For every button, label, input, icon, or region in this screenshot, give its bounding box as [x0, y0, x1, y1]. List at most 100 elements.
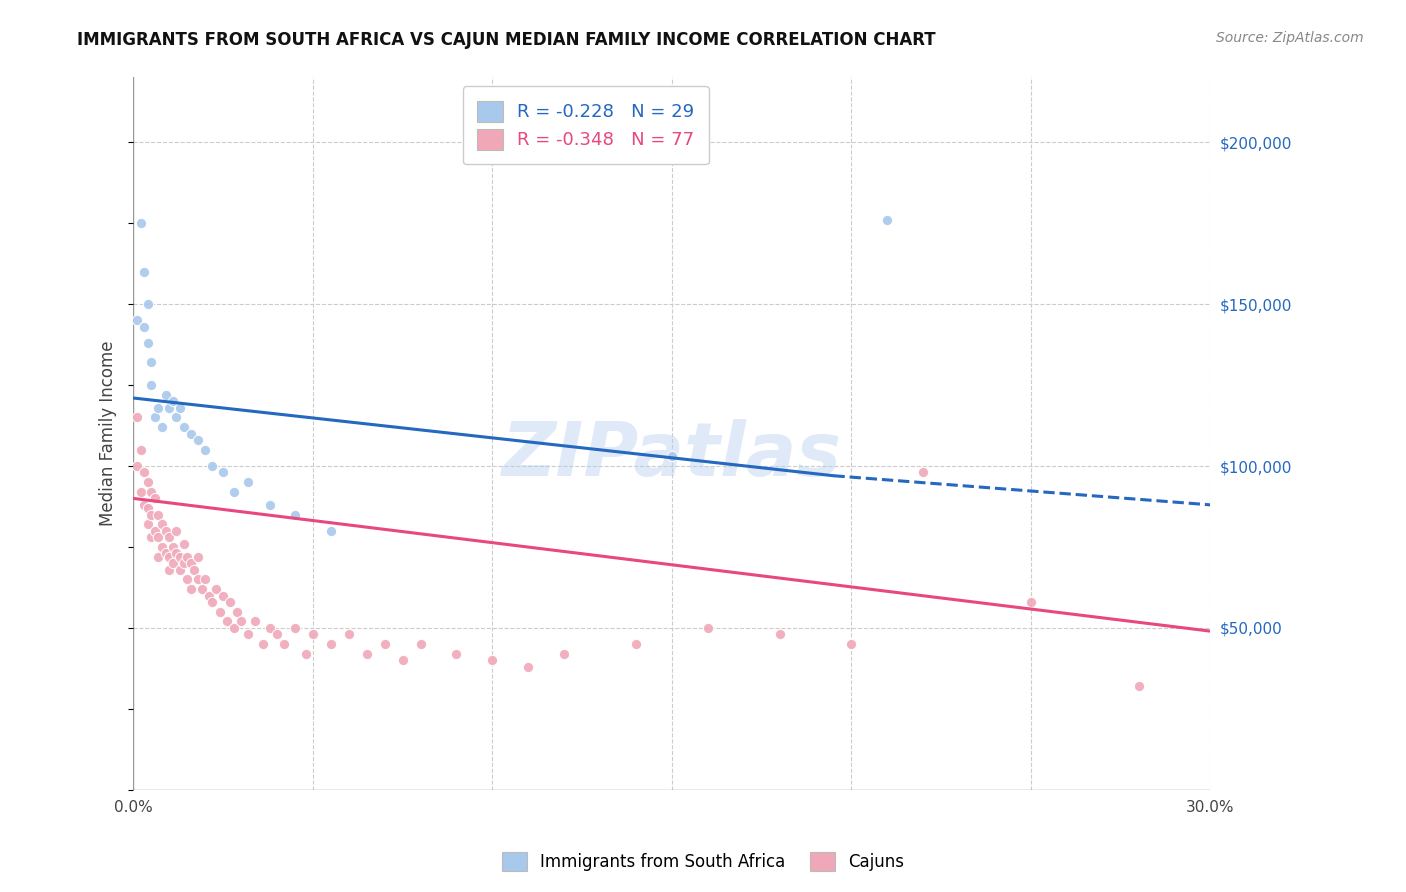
- Point: [162, 394, 184, 409]
- Point: [259, 621, 281, 635]
- Point: [155, 388, 177, 402]
- Point: [768, 627, 790, 641]
- Point: [374, 637, 396, 651]
- Point: [129, 484, 152, 499]
- Point: [148, 508, 170, 522]
- Point: [319, 637, 342, 651]
- Point: [169, 563, 191, 577]
- Point: [125, 313, 148, 327]
- Point: [141, 530, 163, 544]
- Legend: Immigrants from South Africa, Cajuns: Immigrants from South Africa, Cajuns: [494, 843, 912, 880]
- Point: [125, 410, 148, 425]
- Point: [201, 595, 224, 609]
- Point: [150, 420, 173, 434]
- Point: [141, 508, 163, 522]
- Point: [391, 653, 413, 667]
- Point: [141, 484, 163, 499]
- Point: [553, 647, 575, 661]
- Point: [136, 335, 159, 350]
- Point: [183, 563, 205, 577]
- Point: [238, 475, 260, 490]
- Point: [294, 647, 316, 661]
- Point: [155, 524, 177, 538]
- Point: [136, 501, 159, 516]
- Point: [148, 401, 170, 415]
- Point: [337, 627, 360, 641]
- Point: [173, 537, 195, 551]
- Point: [136, 517, 159, 532]
- Point: [169, 549, 191, 564]
- Point: [229, 615, 252, 629]
- Point: [284, 621, 307, 635]
- Point: [143, 410, 166, 425]
- Point: [1019, 595, 1042, 609]
- Point: [176, 549, 198, 564]
- Point: [284, 508, 307, 522]
- Point: [205, 582, 228, 596]
- Point: [481, 653, 503, 667]
- Point: [222, 621, 245, 635]
- Point: [143, 524, 166, 538]
- Point: [165, 524, 187, 538]
- Point: [150, 517, 173, 532]
- Point: [165, 546, 187, 560]
- Point: [148, 549, 170, 564]
- Point: [273, 637, 295, 651]
- Point: [841, 637, 863, 651]
- Point: [157, 563, 180, 577]
- Point: [912, 466, 935, 480]
- Point: [136, 297, 159, 311]
- Point: [517, 660, 540, 674]
- Y-axis label: Median Family Income: Median Family Income: [100, 341, 117, 526]
- Point: [157, 401, 180, 415]
- Point: [624, 637, 647, 651]
- Text: ZIPatlas: ZIPatlas: [502, 418, 842, 491]
- Point: [1128, 679, 1150, 693]
- Point: [319, 524, 342, 538]
- Point: [136, 475, 159, 490]
- Point: [148, 530, 170, 544]
- Point: [187, 573, 209, 587]
- Point: [201, 458, 224, 473]
- Point: [238, 627, 260, 641]
- Point: [302, 627, 325, 641]
- Text: Source: ZipAtlas.com: Source: ZipAtlas.com: [1216, 31, 1364, 45]
- Point: [157, 530, 180, 544]
- Point: [129, 442, 152, 457]
- Point: [132, 498, 155, 512]
- Point: [208, 605, 231, 619]
- Point: [190, 582, 212, 596]
- Point: [132, 466, 155, 480]
- Point: [150, 540, 173, 554]
- Point: [409, 637, 432, 651]
- Point: [180, 582, 202, 596]
- Point: [141, 378, 163, 392]
- Point: [187, 433, 209, 447]
- Point: [180, 426, 202, 441]
- Point: [876, 213, 898, 227]
- Point: [252, 637, 274, 651]
- Point: [215, 615, 238, 629]
- Point: [143, 491, 166, 506]
- Point: [180, 556, 202, 570]
- Point: [356, 647, 378, 661]
- Point: [226, 605, 249, 619]
- Point: [219, 595, 242, 609]
- Point: [194, 442, 217, 457]
- Point: [245, 615, 267, 629]
- Point: [446, 647, 468, 661]
- Legend: R = -0.228   N = 29, R = -0.348   N = 77: R = -0.228 N = 29, R = -0.348 N = 77: [463, 87, 709, 164]
- Point: [132, 319, 155, 334]
- Point: [222, 484, 245, 499]
- Point: [187, 549, 209, 564]
- Point: [155, 546, 177, 560]
- Point: [132, 265, 155, 279]
- Point: [162, 540, 184, 554]
- Point: [173, 556, 195, 570]
- Point: [165, 410, 187, 425]
- Point: [212, 466, 235, 480]
- Point: [129, 216, 152, 230]
- Point: [157, 549, 180, 564]
- Point: [173, 420, 195, 434]
- Text: IMMIGRANTS FROM SOUTH AFRICA VS CAJUN MEDIAN FAMILY INCOME CORRELATION CHART: IMMIGRANTS FROM SOUTH AFRICA VS CAJUN ME…: [77, 31, 936, 49]
